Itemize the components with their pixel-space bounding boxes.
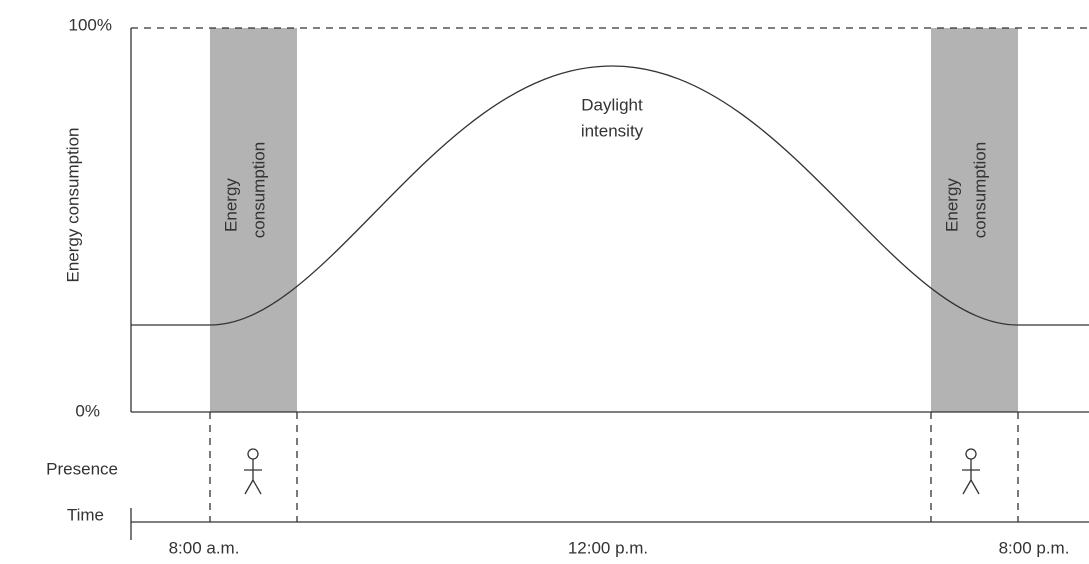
time-tick: 8:00 a.m.: [169, 538, 240, 557]
energy-band: [210, 28, 297, 412]
band-label: consumption: [970, 142, 989, 238]
band-label: consumption: [249, 142, 268, 238]
curve-label: Daylight: [581, 95, 643, 114]
presence-label: Presence: [46, 459, 118, 478]
max-label: 100%: [69, 15, 112, 34]
min-label: 0%: [75, 401, 100, 420]
energy-band: [931, 28, 1018, 412]
time-label: Time: [67, 505, 104, 524]
y-axis-label: Energy consumption: [63, 128, 82, 283]
time-tick: 8:00 p.m.: [999, 538, 1070, 557]
time-tick: 12:00 p.m.: [568, 538, 648, 557]
person-icon: [244, 448, 262, 495]
curve-label: intensity: [581, 121, 644, 140]
person-icon: [962, 448, 980, 495]
band-label: Energy: [221, 178, 240, 232]
band-label: Energy: [942, 178, 961, 232]
daylight-curve: [131, 65, 1089, 326]
